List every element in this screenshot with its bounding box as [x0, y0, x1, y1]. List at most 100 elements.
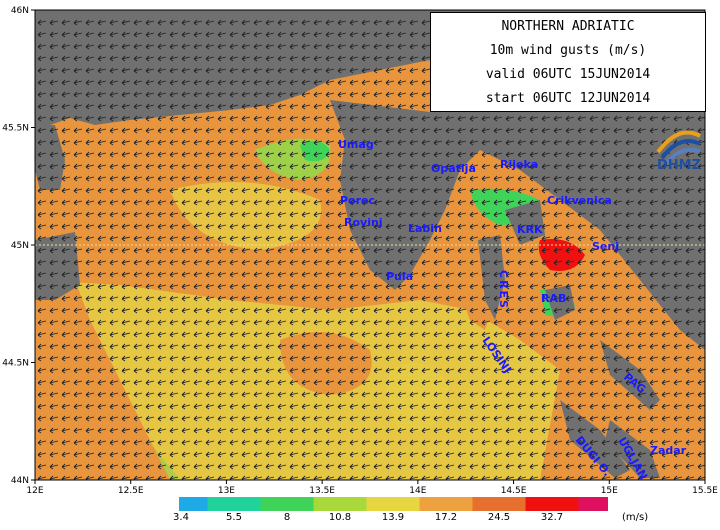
wind-arrow [409, 211, 419, 218]
wind-arrow [217, 79, 227, 86]
wind-arrow [169, 91, 179, 98]
wind-arrow [241, 163, 251, 170]
wind-arrow [133, 91, 143, 98]
wind-arrow [61, 403, 71, 410]
wind-arrow [313, 127, 323, 134]
wind-arrow [457, 151, 467, 158]
legend-label: 13.9 [381, 512, 405, 523]
wind-arrow [601, 379, 611, 386]
wind-arrow [613, 403, 623, 410]
wind-arrow [49, 43, 59, 50]
wind-arrow [421, 355, 431, 362]
wind-arrow [685, 259, 695, 266]
wind-arrow [109, 127, 119, 134]
wind-arrow [133, 379, 143, 386]
wind-arrow [265, 463, 275, 470]
wind-arrow [649, 247, 659, 254]
wind-arrow [637, 307, 647, 314]
wind-arrow [301, 31, 311, 38]
wind-arrow [97, 175, 107, 182]
wind-arrow [277, 79, 287, 86]
wind-arrow [121, 55, 131, 62]
wind-arrow [649, 319, 659, 326]
wind-arrow [109, 259, 119, 266]
wind-arrow [145, 451, 155, 458]
wind-arrow [649, 391, 659, 398]
wind-arrow [613, 235, 623, 242]
wind-arrow [589, 259, 599, 266]
wind-arrow [109, 451, 119, 458]
wind-arrow [313, 451, 323, 458]
wind-arrow [529, 379, 539, 386]
wind-arrow [73, 223, 83, 230]
wind-arrow [265, 31, 275, 38]
wind-arrow [337, 127, 347, 134]
wind-arrow [361, 187, 371, 194]
island-dugi-otok [560, 400, 630, 478]
wind-arrow [505, 283, 515, 290]
wind-arrow [409, 439, 419, 446]
wind-arrow [289, 67, 299, 74]
wind-arrow [661, 403, 671, 410]
wind-arrow [265, 343, 275, 350]
wind-arrow [85, 379, 95, 386]
wind-arrow [289, 415, 299, 422]
wind-arrow [37, 151, 47, 158]
wind-arrow [49, 319, 59, 326]
wind-arrow [613, 391, 623, 398]
wind-arrow [253, 415, 263, 422]
wind-arrow [493, 163, 503, 170]
wind-arrow [193, 475, 203, 480]
wind-arrow [133, 139, 143, 146]
wind-arrow [673, 247, 683, 254]
island-label-cres: CRES [497, 270, 510, 310]
wind-arrow [541, 211, 551, 218]
wind-arrow [577, 151, 587, 158]
wind-arrow [397, 391, 407, 398]
wind-arrow [649, 163, 659, 170]
wind-arrow [661, 475, 671, 480]
wind-arrow [85, 163, 95, 170]
wind-arrow [73, 379, 83, 386]
wind-arrow [613, 247, 623, 254]
x-tick-label: 14E [409, 486, 426, 496]
wind-arrow [337, 415, 347, 422]
wind-arrow [541, 175, 551, 182]
wind-arrow [337, 139, 347, 146]
wind-arrow [169, 163, 179, 170]
wind-arrow [109, 355, 119, 362]
wind-arrow [469, 427, 479, 434]
wind-arrow [325, 139, 335, 146]
wind-arrow [553, 319, 563, 326]
wind-arrow [625, 475, 635, 480]
wind-arrow [505, 343, 515, 350]
wind-arrow [169, 475, 179, 480]
wind-arrow [253, 235, 263, 242]
wind-arrow [433, 235, 443, 242]
wind-arrow [409, 391, 419, 398]
wind-arrow [457, 175, 467, 182]
wind-arrow [373, 355, 383, 362]
wind-arrow [313, 295, 323, 302]
wind-arrow [493, 451, 503, 458]
wind-arrow [613, 115, 623, 122]
wind-arrow [97, 43, 107, 50]
wind-arrow [373, 79, 383, 86]
wind-arrow [49, 451, 59, 458]
wind-arrow [469, 403, 479, 410]
wind-arrow [253, 355, 263, 362]
wind-arrow [685, 427, 695, 434]
wind-arrow [505, 163, 515, 170]
wind-arrow [169, 103, 179, 110]
wind-arrow [253, 187, 263, 194]
wind-arrow [361, 415, 371, 422]
wind-arrow [277, 31, 287, 38]
wind-arrow [49, 415, 59, 422]
wind-arrow [181, 187, 191, 194]
wind-arrow [421, 463, 431, 470]
wind-arrow [265, 127, 275, 134]
wind-arrow [589, 151, 599, 158]
wind-arrow [409, 355, 419, 362]
wind-arrow [253, 451, 263, 458]
wind-arrow [661, 331, 671, 338]
